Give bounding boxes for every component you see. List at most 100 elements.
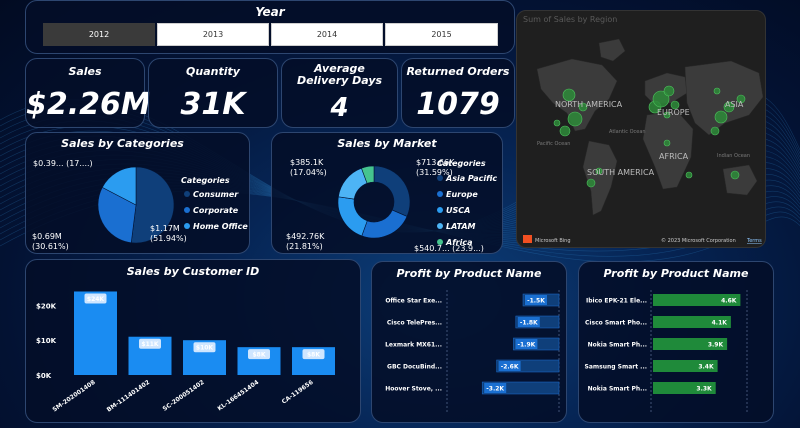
legend-marker: [437, 207, 443, 213]
map-bubble: [723, 101, 735, 113]
bar-value-label: $24K: [87, 296, 105, 303]
bing-logo-icon: [523, 235, 532, 243]
market-donut-chart[interactable]: $713.66K(31.59%) $540.7... (23.9...) $492.…: [272, 133, 504, 255]
y-tick-label: $0K: [36, 372, 52, 380]
map-bubble: [559, 125, 571, 137]
categories-chart-title: Sales by Categories: [61, 137, 184, 150]
map-label-indian: Indian Ocean: [717, 153, 750, 159]
map-bubble: [586, 178, 596, 188]
map-bubble: [562, 88, 576, 102]
pie-slice-home-office: [101, 166, 137, 206]
bar-value-label: $11K: [141, 341, 159, 348]
legend-item: Asia Pacific: [445, 174, 497, 183]
x-tick-label: SM-202001408: [51, 379, 96, 414]
product-label: Lexmark MX61...: [385, 342, 442, 349]
year-slicer: Year 2012 2013 2014 2015: [25, 0, 515, 54]
profit-gain-panel: Profit by Product Name 4.6K Ibico EPK-21 …: [578, 261, 774, 423]
kpi-delivery-value: 4: [330, 93, 349, 123]
map-bubble: [730, 170, 740, 180]
profit-gain-bar: [653, 294, 741, 306]
pie-data-label: $1.17M: [150, 224, 180, 233]
kpi-returned-value: 1079: [416, 87, 500, 122]
donut-data-label: $713.66K: [416, 158, 455, 167]
map-bubble: [663, 111, 671, 119]
x-tick-label: BM-111401402: [106, 379, 151, 414]
map-label-north-america: NORTH AMERICA: [555, 100, 623, 109]
product-label: Cisco TelePres...: [387, 320, 442, 327]
bar-value-label: $8K: [253, 352, 266, 359]
sales-by-region-map[interactable]: Sum of Sales by Region NORTH AMERICA EUR…: [516, 10, 766, 248]
kpi-quantity-card: Quantity 31K: [148, 58, 278, 128]
customer-bar-chart[interactable]: $0K $10K $20K $24K SM-202001408 $11K BM-11140…: [26, 260, 362, 424]
year-option-2012[interactable]: 2012: [43, 23, 155, 46]
market-legend-title: Categories: [437, 159, 486, 168]
map-bubble: [713, 87, 721, 95]
profit-gain-bar: [653, 338, 728, 350]
kpi-delivery-card: Average Delivery Days 4: [281, 58, 398, 128]
y-tick-label: $10K: [36, 337, 57, 345]
donut-data-label: $540.7... (23.9...): [414, 244, 484, 253]
map-bubbles: [553, 85, 746, 188]
y-tick-label: $20K: [36, 302, 57, 310]
map-label-south-america: SOUTH AMERICA: [587, 168, 655, 177]
sales-by-customer-panel: Sales by Customer ID $0K $10K $20K $24K SM-…: [25, 259, 361, 423]
bar-value-label: 4.6K: [721, 298, 737, 305]
legend-item: Europe: [446, 190, 478, 199]
year-option-2014[interactable]: 2014: [271, 23, 383, 46]
pie-data-label: (30.61%): [32, 242, 69, 251]
donut-slice-usca: [337, 196, 368, 237]
profit-gain-bar-chart[interactable]: 4.6K Ibico EPK-21 Ele... 4.1K Cisco Smart P…: [579, 262, 775, 424]
bar-value-box: [498, 361, 521, 371]
bar-value-box: [248, 349, 270, 360]
asia-shape: [684, 60, 764, 136]
bar-value-label: 4.1K: [712, 320, 728, 327]
product-label: GBC DocuBind...: [387, 364, 442, 371]
south-america-shape: [582, 140, 618, 216]
map-bubble: [663, 85, 675, 97]
x-tick-label: KL-166451404: [216, 379, 260, 413]
pie-slice-consumer: [130, 166, 175, 244]
bar-value-label: -1.9K: [518, 342, 536, 349]
map-bing-credit: Microsoft Bing: [535, 238, 571, 244]
bar-value-box: [139, 338, 161, 349]
kpi-sales-label: Sales: [68, 65, 102, 78]
bar-value-box: [484, 383, 507, 393]
sales-by-market-panel: Sales by Market $713.66K (31.59%) $540.7..…: [271, 132, 503, 254]
product-label: Hoover Stove, ...: [385, 386, 442, 393]
bar-value-label: 3.9K: [708, 342, 724, 349]
year-option-2015[interactable]: 2015: [385, 23, 498, 46]
map-bubble: [553, 119, 561, 127]
profit-gain-bar: [653, 382, 716, 394]
profit-gain-title: Profit by Product Name: [603, 267, 749, 280]
customer-bar: [74, 291, 117, 375]
bar-value-label: -1.5K: [527, 298, 545, 305]
map-label-asia: ASIA: [725, 100, 744, 109]
product-label: Nokia Smart Ph...: [588, 342, 647, 349]
legend-marker: [437, 191, 443, 197]
bar-value-box: [84, 293, 107, 304]
categories-pie-chart[interactable]: $1.17M(51.94%) $0.69M(30.61%) $0.39... (17…: [26, 133, 251, 255]
bar-value-label: $8K: [307, 352, 320, 359]
categories-legend-title: Categories: [181, 176, 230, 185]
map-bubble: [670, 100, 680, 110]
map-terms-link[interactable]: Terms: [746, 238, 762, 244]
legend-item: LATAM: [446, 222, 476, 231]
profit-loss-bar-chart[interactable]: -1.5K Office Star Exe... -1.8K Cisco TelePr…: [372, 262, 568, 424]
map-label-pacific: Pacific Ocean: [537, 141, 570, 147]
map-title: Sum of Sales by Region: [523, 15, 618, 24]
product-label: Ibico EPK-21 Ele...: [586, 298, 647, 305]
bar-value-label: -2.6K: [501, 364, 519, 371]
x-tick-label: CA-119656: [281, 379, 315, 406]
legend-marker: [184, 191, 190, 197]
map-label-atlantic: Atlantic Ocean: [609, 129, 646, 135]
profit-gain-bar: [653, 360, 718, 372]
greenland-shape: [598, 38, 626, 62]
year-option-2013[interactable]: 2013: [157, 23, 269, 46]
map-bubble: [567, 111, 583, 127]
product-label: Nokia Smart Ph...: [588, 386, 647, 393]
legend-item: USCA: [446, 206, 470, 215]
sales-by-categories-panel: Sales by Categories $1.17M (51.94%) $0.69M…: [25, 132, 250, 254]
customer-chart-title: Sales by Customer ID: [126, 265, 260, 278]
north-america-shape: [536, 58, 618, 132]
donut-slice-europe: [361, 209, 408, 239]
